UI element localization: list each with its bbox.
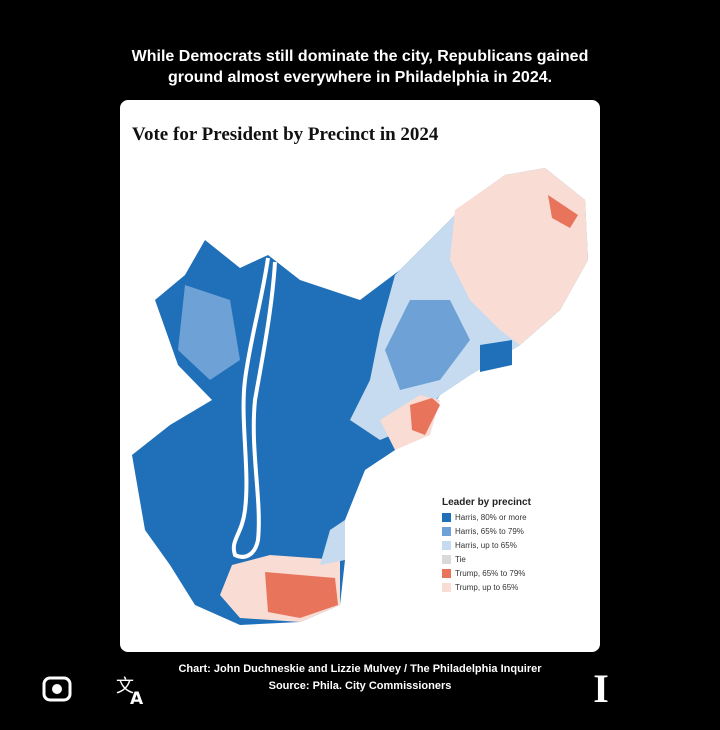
legend-swatch	[442, 569, 451, 579]
inquirer-logo: I	[593, 666, 609, 710]
lens-icon[interactable]	[40, 672, 76, 708]
legend-label: Harris, up to 65%	[455, 541, 517, 550]
legend-swatch	[442, 555, 451, 565]
svg-text:A: A	[130, 689, 144, 708]
source: Source: Phila. City Commissioners	[268, 680, 452, 692]
legend-item: Harris, 80% or more	[442, 512, 527, 524]
legend-swatch	[442, 541, 451, 551]
legend-label: Harris, 80% or more	[455, 513, 527, 522]
legend-label: Harris, 65% to 79%	[455, 527, 524, 536]
legend-title: Leader by precinct	[442, 497, 531, 508]
credit: Chart: John Duchneskie and Lizzie Mulvey…	[178, 663, 542, 675]
legend-swatch	[442, 583, 451, 593]
philadelphia-map	[132, 168, 588, 625]
map-title: Vote for President by Precinct in 2024	[132, 124, 439, 145]
legend-swatch	[442, 513, 451, 523]
legend-swatch	[442, 527, 451, 537]
headline: While Democrats still dominate the city,…	[131, 48, 589, 86]
legend-item: Trump, 65% to 79%	[442, 568, 525, 580]
legend-item: Harris, up to 65%	[442, 540, 517, 552]
legend-label: Trump, 65% to 79%	[455, 569, 526, 578]
legend-item: Tie	[442, 554, 466, 566]
translate-icon[interactable]: 文 A	[114, 674, 150, 708]
legend-label: Tie	[455, 555, 466, 564]
legend-item: Harris, 65% to 79%	[442, 526, 524, 538]
svg-text:I: I	[593, 666, 609, 710]
svg-text:文: 文	[116, 676, 134, 697]
legend-item: Trump, up to 65%	[442, 582, 518, 594]
legend-label: Trump, up to 65%	[455, 583, 519, 592]
